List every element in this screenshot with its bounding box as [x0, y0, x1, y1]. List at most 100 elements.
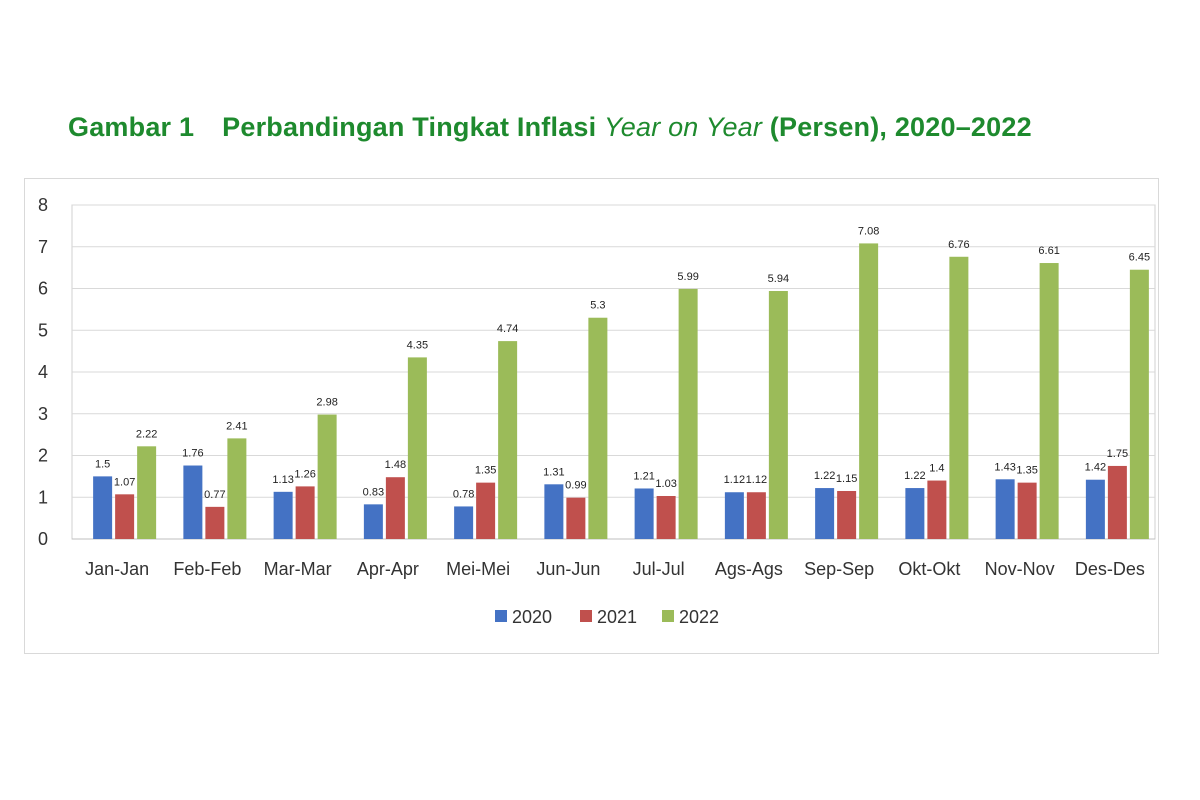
x-tick-label: Okt-Okt: [898, 559, 960, 579]
x-tick-label: Jul-Jul: [633, 559, 685, 579]
title-text: Perbandingan Tingkat Inflasi: [222, 112, 605, 142]
bar-2022-jul-jul: [678, 288, 698, 539]
bar-2020-apr-apr: [363, 504, 383, 539]
legend-swatch-2020: [495, 610, 507, 622]
x-tick-label: Mar-Mar: [264, 559, 332, 579]
data-label: 1.48: [385, 459, 406, 471]
data-label: 2.41: [226, 420, 247, 432]
data-label: 6.76: [948, 239, 969, 251]
x-tick-label: Ags-Ags: [715, 559, 783, 579]
legend-label-2022: 2022: [679, 607, 719, 627]
title-suffix: (Persen), 2020–2022: [762, 112, 1032, 142]
x-tick-label: Sep-Sep: [804, 559, 874, 579]
x-tick-label: Nov-Nov: [985, 559, 1055, 579]
x-tick-label: Apr-Apr: [357, 559, 419, 579]
data-label: 0.83: [363, 486, 384, 498]
x-tick-label: Jan-Jan: [85, 559, 149, 579]
bar-2020-sep-sep: [815, 488, 835, 539]
data-label: 1.42: [1085, 462, 1106, 474]
bar-2021-jan-jan: [115, 494, 135, 539]
data-label: 1.35: [475, 465, 496, 477]
data-label: 7.08: [858, 225, 879, 237]
bar-2022-apr-apr: [407, 357, 427, 539]
bar-2022-feb-feb: [227, 438, 247, 539]
bar-2021-jun-jun: [566, 497, 586, 539]
bar-2020-jan-jan: [93, 476, 113, 539]
bar-2020-mar-mar: [273, 491, 293, 539]
x-tick-label: Jun-Jun: [536, 559, 600, 579]
y-tick-label: 7: [38, 237, 48, 257]
bar-2022-okt-okt: [949, 256, 969, 539]
data-label: 4.74: [497, 323, 518, 335]
data-label: 1.12: [724, 474, 745, 486]
bar-2020-ags-ags: [724, 492, 744, 539]
bar-2021-feb-feb: [205, 506, 225, 539]
y-tick-label: 8: [38, 195, 48, 215]
y-tick-label: 3: [38, 404, 48, 424]
chart-title: Gambar 1 Perbandingan Tingkat Inflasi Yea…: [68, 112, 1032, 143]
bar-2020-okt-okt: [905, 488, 925, 539]
data-label: 1.75: [1107, 448, 1128, 460]
y-tick-label: 6: [38, 279, 48, 299]
bar-2022-jan-jan: [137, 446, 157, 539]
bar-2022-des-des: [1129, 269, 1149, 539]
data-label: 2.22: [136, 428, 157, 440]
data-label: 1.22: [904, 470, 925, 482]
data-label: 1.22: [814, 470, 835, 482]
bar-2021-ags-ags: [746, 492, 766, 539]
bar-2021-des-des: [1107, 465, 1127, 539]
bar-2021-sep-sep: [837, 490, 857, 539]
bar-2021-mar-mar: [295, 486, 315, 539]
bar-2022-ags-ags: [768, 291, 788, 539]
figure-number: Gambar 1: [68, 112, 195, 142]
y-tick-label: 0: [38, 529, 48, 549]
data-label: 0.99: [565, 480, 586, 492]
bar-2021-nov-nov: [1017, 482, 1037, 539]
y-tick-label: 5: [38, 320, 48, 340]
bar-2022-mar-mar: [317, 414, 337, 539]
data-label: 1.12: [746, 474, 767, 486]
bar-2022-mei-mei: [498, 341, 518, 539]
data-label: 5.3: [590, 300, 605, 312]
legend-swatch-2021: [580, 610, 592, 622]
legend-swatch-2022: [662, 610, 674, 622]
bar-2021-mei-mei: [476, 482, 496, 539]
data-label: 0.77: [204, 489, 225, 501]
bar-2021-apr-apr: [385, 477, 405, 539]
data-label: 1.15: [836, 473, 857, 485]
data-label: 1.13: [272, 474, 293, 486]
y-tick-label: 4: [38, 362, 48, 382]
bar-2020-jun-jun: [544, 484, 564, 539]
data-label: 1.76: [182, 448, 203, 460]
data-label: 6.61: [1038, 245, 1059, 257]
data-label: 1.35: [1016, 465, 1037, 477]
data-label: 1.5: [95, 458, 110, 470]
x-tick-label: Mei-Mei: [446, 559, 510, 579]
bar-2022-nov-nov: [1039, 263, 1059, 539]
bar-2020-nov-nov: [995, 479, 1015, 539]
data-label: 1.07: [114, 476, 135, 488]
data-label: 1.03: [655, 478, 676, 490]
data-label: 2.98: [316, 397, 337, 409]
y-tick-label: 1: [38, 487, 48, 507]
bar-2020-mei-mei: [454, 506, 474, 539]
y-tick-label: 2: [38, 446, 48, 466]
data-label: 5.99: [677, 271, 698, 283]
data-label: 1.43: [994, 461, 1015, 473]
x-tick-label: Des-Des: [1075, 559, 1145, 579]
data-label: 1.26: [294, 468, 315, 480]
data-label: 0.78: [453, 488, 474, 500]
bar-2020-des-des: [1085, 479, 1105, 539]
bar-2021-okt-okt: [927, 480, 947, 539]
legend-label-2021: 2021: [597, 607, 637, 627]
title-italic: Year on Year: [604, 112, 763, 142]
data-label: 5.94: [768, 273, 789, 285]
legend-label-2020: 2020: [512, 607, 552, 627]
bar-2022-sep-sep: [859, 243, 879, 539]
bar-2021-jul-jul: [656, 495, 676, 539]
data-label: 1.31: [543, 466, 564, 478]
data-label: 1.21: [633, 470, 654, 482]
data-label: 4.35: [407, 339, 428, 351]
bar-2022-jun-jun: [588, 317, 608, 539]
